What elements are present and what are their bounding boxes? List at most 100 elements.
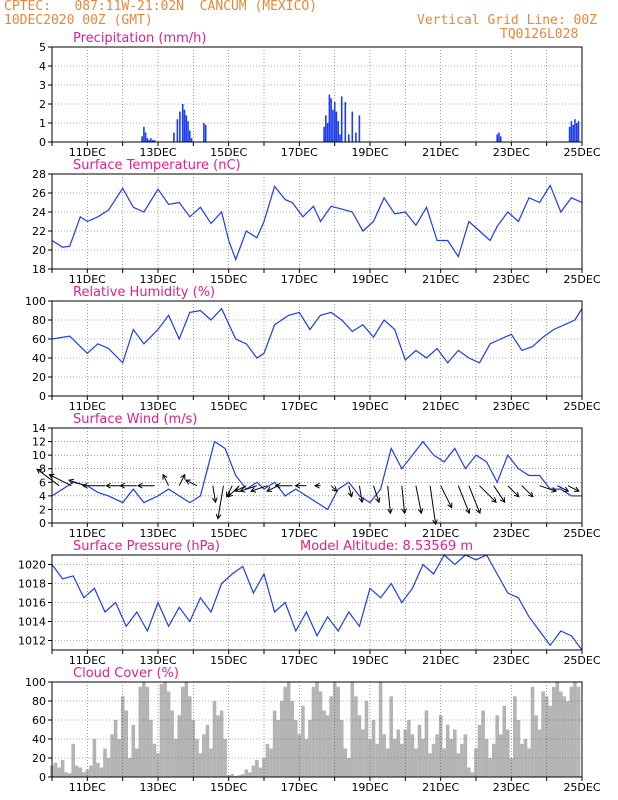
data-bar (516, 720, 521, 777)
data-bar (276, 720, 280, 777)
data-bar (502, 705, 507, 778)
data-bar (244, 769, 249, 777)
x-tick-label: 15DEC (210, 654, 247, 667)
data-bar (407, 720, 411, 777)
data-bar (269, 748, 273, 777)
data-bar (184, 682, 189, 777)
data-bar (308, 720, 312, 777)
data-bar (190, 138, 193, 142)
y-tick-label: 26 (32, 187, 46, 200)
data-bar (548, 705, 552, 778)
data-bar (335, 111, 338, 142)
data-bar (258, 767, 263, 777)
data-bar (202, 734, 206, 778)
wind-arrow-head (475, 508, 481, 515)
data-bar (456, 753, 461, 778)
data-bar (99, 767, 104, 777)
data-bar (146, 138, 149, 142)
data-bar (460, 743, 464, 778)
wind-arrow-head (417, 508, 424, 515)
wind-arrow (240, 485, 258, 492)
series-line (51, 554, 583, 651)
data-bar (179, 111, 181, 142)
data-bar (241, 774, 245, 777)
wind-arrow-head (212, 497, 218, 504)
y-tick-label: 18 (32, 263, 46, 276)
wind-arrow (348, 485, 353, 497)
y-tick-label: 14 (32, 422, 46, 435)
data-bar (520, 743, 524, 778)
data-bar (329, 696, 333, 778)
data-bar (183, 109, 186, 142)
data-bar (187, 121, 189, 142)
wind-arrow (457, 485, 470, 514)
wind-arrow-head (491, 497, 497, 503)
data-bar (304, 739, 309, 777)
data-bar (57, 767, 61, 777)
data-bar (336, 686, 340, 778)
wind-arrow (521, 485, 534, 498)
y-tick-label: 4 (39, 60, 46, 73)
data-bar (435, 734, 439, 778)
wind-arrow (162, 474, 170, 486)
series-line (51, 440, 582, 511)
data-bar (173, 132, 175, 142)
data-bar (204, 124, 207, 142)
y-tick-label: 6 (39, 476, 46, 489)
data-bar (82, 772, 86, 778)
data-bar (573, 682, 577, 777)
y-tick-label: 2 (39, 98, 46, 111)
data-bar (272, 710, 277, 777)
data-bar (135, 748, 139, 777)
y-tick-label: 60 (32, 714, 46, 727)
data-bar (142, 682, 146, 777)
wind-arrow-head (387, 508, 393, 515)
x-tick-label: 13DEC (139, 781, 176, 794)
data-bar (248, 772, 252, 778)
data-bar (325, 115, 327, 142)
wind-arrow-head (105, 482, 111, 489)
y-tick-label: 100 (25, 676, 46, 689)
x-tick-label: 13DEC (139, 654, 176, 667)
x-tick-label: 23DEC (493, 146, 530, 159)
data-bar (209, 748, 213, 777)
data-bar (166, 691, 171, 777)
x-tick-label: 15DEC (210, 781, 247, 794)
data-bar (150, 138, 152, 142)
panel-title: Surface Temperature (nC) (73, 158, 241, 173)
data-bar (226, 775, 231, 777)
wind-arrow-head (162, 473, 168, 480)
data-bar (106, 758, 111, 777)
data-bar (562, 696, 567, 778)
wind-arrow-head (358, 497, 365, 504)
x-tick-label: 23DEC (493, 781, 530, 794)
y-tick-label: 2 (39, 503, 46, 516)
x-tick-label: 25DEC (563, 400, 600, 413)
data-bar (203, 123, 205, 142)
data-bar (467, 767, 471, 777)
y-tick-label: 1018 (18, 578, 46, 591)
x-tick-label: 25DEC (563, 273, 600, 286)
wind-arrow (49, 474, 72, 487)
wind-arrow (415, 485, 422, 514)
data-bar (484, 739, 489, 777)
data-bar (357, 715, 362, 778)
data-bar (559, 691, 563, 777)
series-line (51, 184, 583, 262)
data-bar (410, 734, 415, 778)
wind-arrow (235, 485, 247, 492)
data-bar (185, 115, 188, 142)
wind-arrow (387, 485, 391, 514)
data-bar (141, 136, 143, 142)
data-bar (60, 759, 65, 777)
y-tick-label: 1 (39, 117, 46, 130)
data-bar (163, 682, 167, 777)
data-bar (541, 691, 545, 777)
data-bar (509, 758, 514, 777)
data-bar (534, 715, 538, 778)
wind-arrow-head (499, 497, 506, 504)
x-tick-label: 11DEC (69, 273, 106, 286)
data-bar (131, 724, 136, 778)
panel-2 (48, 173, 583, 273)
wind-arrow (429, 485, 437, 525)
